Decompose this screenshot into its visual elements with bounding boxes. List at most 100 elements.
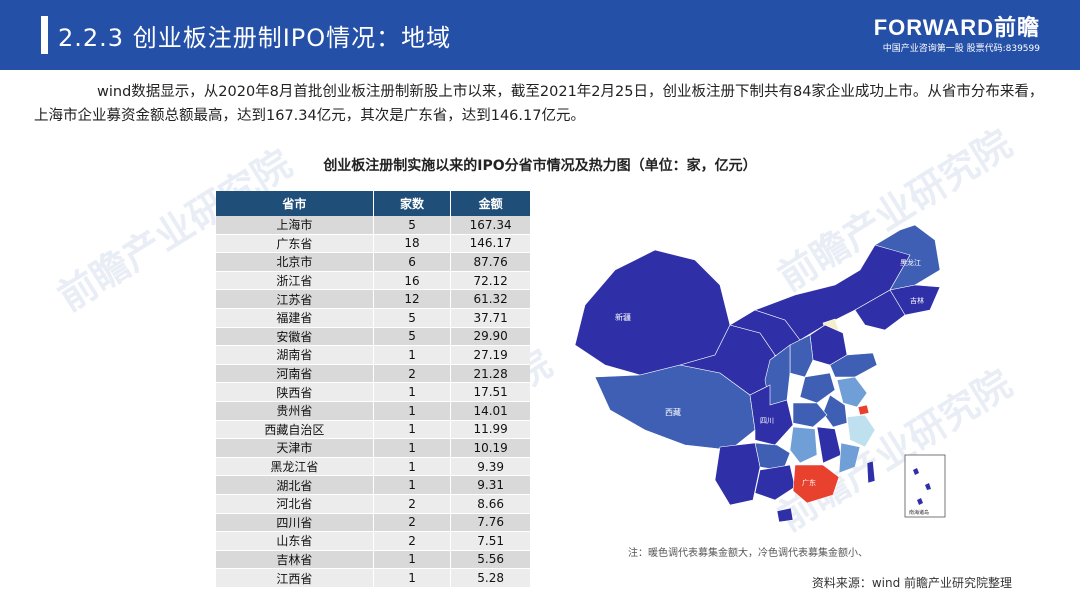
cell-count: 1	[373, 475, 452, 495]
source-note: 资料来源：wind 前瞻产业研究院整理	[811, 576, 1012, 590]
table-row: 福建省 5 37.71	[216, 308, 530, 328]
cell-province: 贵州省	[216, 401, 374, 421]
cell-count: 18	[373, 234, 452, 254]
cell-province: 北京市	[216, 252, 374, 272]
cell-amount: 11.99	[450, 420, 530, 440]
region-zhejiang	[846, 414, 876, 448]
cell-amount: 5.56	[450, 550, 530, 570]
cell-count: 6	[373, 252, 452, 272]
cell-count: 12	[373, 289, 452, 309]
cell-province: 江苏省	[216, 289, 374, 309]
cell-province: 上海市	[216, 216, 374, 235]
title-accent-bar	[41, 16, 48, 54]
header-province: 省市	[216, 191, 374, 216]
cell-amount: 5.28	[450, 568, 530, 588]
table-row: 山东省 2 7.51	[216, 531, 530, 551]
region-heilongjiang	[874, 224, 941, 291]
cell-province: 河北省	[216, 494, 374, 514]
region-xinjiang	[574, 249, 731, 376]
cell-count: 5	[373, 308, 452, 328]
cell-amount: 21.28	[450, 364, 530, 384]
cell-amount: 17.51	[450, 382, 530, 402]
region-hunan	[789, 426, 818, 464]
brand-tagline: 中国产业咨询第一股 股票代码:839599	[882, 44, 1040, 54]
region-yunnan	[714, 442, 761, 506]
table-row: 江苏省 12 61.32	[216, 289, 530, 309]
region-liaoning	[854, 289, 906, 331]
cell-province: 湖北省	[216, 475, 374, 495]
region-anhui	[822, 394, 848, 428]
cell-province: 吉林省	[216, 550, 374, 570]
region-hainan	[776, 507, 794, 523]
cell-province: 西藏自治区	[216, 420, 374, 440]
map-label-xinjiang: 新疆	[615, 312, 631, 322]
cell-count: 2	[373, 531, 452, 551]
cell-count: 1	[373, 438, 452, 458]
cell-province: 福建省	[216, 308, 374, 328]
cell-amount: 9.39	[450, 457, 530, 477]
map-label-heilongjiang: 黑龙江	[900, 258, 921, 267]
brand-logo-text: FORWARD前瞻	[873, 15, 1040, 40]
table-caption: 创业板注册制实施以来的IPO分省市情况及热力图（单位：家，亿元）	[323, 158, 757, 174]
map-label-xizang: 西藏	[665, 407, 681, 417]
region-guangdong	[792, 464, 840, 504]
cell-amount: 146.17	[450, 234, 530, 254]
region-jiangsu	[836, 376, 868, 408]
map-note: 注：暖色调代表募集金额大，冷色调代表募集金额小、	[628, 548, 868, 559]
china-map-svg: 新疆 西藏 四川 黑龙江 吉林 广东 南海诸岛	[574, 224, 946, 523]
cell-amount: 37.71	[450, 308, 530, 328]
cell-province: 江西省	[216, 568, 374, 588]
table-row: 广东省 18 146.17	[216, 234, 530, 254]
cell-province: 安徽省	[216, 327, 374, 347]
cell-amount: 27.19	[450, 345, 530, 365]
cell-province: 四川省	[216, 513, 374, 533]
cell-province: 河南省	[216, 364, 374, 384]
map-label-guangdong: 广东	[802, 478, 816, 487]
cell-province: 湖南省	[216, 345, 374, 365]
table-row: 黑龙江省 1 9.39	[216, 457, 530, 477]
cell-count: 1	[373, 382, 452, 402]
region-shanghai	[857, 404, 870, 416]
south-sea-inset-label: 南海诸岛	[909, 509, 929, 516]
table-row: 湖北省 1 9.31	[216, 475, 530, 495]
cell-amount: 87.76	[450, 252, 530, 272]
table-row: 贵州省 1 14.01	[216, 401, 530, 421]
cell-count: 2	[373, 513, 452, 533]
cell-count: 1	[373, 457, 452, 477]
ipo-province-table: 省市 家数 金额 上海市 5 167.34 广东省 18 146.17 北京市 6 87.76 浙…	[216, 191, 530, 588]
cell-count: 2	[373, 364, 452, 384]
table-row: 河南省 2 21.28	[216, 364, 530, 384]
cell-count: 1	[373, 550, 452, 570]
cell-amount: 167.34	[450, 216, 530, 235]
table-row: 西藏自治区 1 11.99	[216, 420, 530, 440]
cell-count: 1	[373, 420, 452, 440]
region-sichuan	[749, 384, 794, 446]
china-heat-map: 新疆 西藏 四川 黑龙江 吉林 广东 南海诸岛	[555, 215, 950, 527]
intro-paragraph: wind数据显示，从2020年8月首批创业板注册制新股上市以来，截至2021年2…	[34, 84, 1044, 124]
map-label-jilin: 吉林	[910, 296, 924, 305]
header-count: 家数	[373, 191, 452, 216]
table-row: 江西省 1 5.28	[216, 568, 530, 588]
header-amount: 金额	[450, 191, 530, 216]
cell-count: 1	[373, 345, 452, 365]
cell-count: 1	[373, 568, 452, 588]
cell-amount: 29.90	[450, 327, 530, 347]
cell-count: 5	[373, 327, 452, 347]
table-row: 安徽省 5 29.90	[216, 327, 530, 347]
table-row: 吉林省 1 5.56	[216, 550, 530, 570]
south-sea-islands	[913, 468, 931, 505]
region-jiangxi	[816, 426, 842, 464]
cell-province: 浙江省	[216, 271, 374, 291]
table-row: 北京市 6 87.76	[216, 252, 530, 272]
brand-logo: FORWARD前瞻 中国产业咨询第一股 股票代码:839599	[873, 15, 1040, 55]
table-header-row: 省市 家数 金额	[216, 191, 530, 216]
region-hubei	[792, 402, 828, 428]
table-row: 上海市 5 167.34	[216, 216, 530, 235]
cell-count: 1	[373, 401, 452, 421]
region-taiwan	[866, 460, 876, 484]
table-row: 湖南省 1 27.19	[216, 345, 530, 365]
cell-amount: 61.32	[450, 289, 530, 309]
region-shandong	[829, 352, 878, 378]
cell-amount: 10.19	[450, 438, 530, 458]
cell-province: 黑龙江省	[216, 457, 374, 477]
